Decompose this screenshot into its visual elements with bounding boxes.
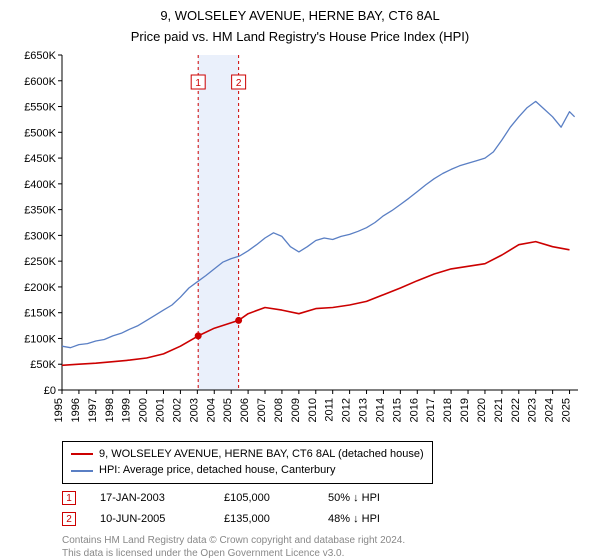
svg-text:£350K: £350K [24, 205, 56, 217]
svg-text:2016: 2016 [408, 398, 420, 422]
event-marker: 1 [62, 491, 76, 505]
svg-text:2017: 2017 [425, 398, 437, 422]
line-chart-svg: 1 2 £0 £50K £100K £150K £200K £250K £300K £350K £4… [12, 50, 588, 435]
svg-text:£50K: £50K [30, 359, 56, 371]
svg-text:2005: 2005 [222, 398, 234, 422]
svg-text:2006: 2006 [239, 398, 251, 422]
event-row: 2 10-JUN-2005 £135,000 48% ↓ HPI [62, 509, 588, 530]
svg-text:2001: 2001 [155, 398, 167, 422]
event-marker: 2 [62, 512, 76, 526]
svg-text:£200K: £200K [24, 282, 56, 294]
event-pct: 50% ↓ HPI [328, 488, 438, 509]
chart-area: 1 2 £0 £50K £100K £150K £200K £250K £300K £350K £4… [12, 50, 588, 435]
event-pct: 48% ↓ HPI [328, 509, 438, 530]
legend-label: HPI: Average price, detached house, Cant… [99, 462, 335, 479]
svg-text:1: 1 [195, 78, 201, 89]
svg-text:£550K: £550K [24, 101, 56, 113]
svg-text:2023: 2023 [527, 398, 539, 422]
chart-title: 9, WOLSELEY AVENUE, HERNE BAY, CT6 8AL [12, 8, 588, 25]
svg-text:2008: 2008 [273, 398, 285, 422]
svg-text:2022: 2022 [510, 398, 522, 422]
svg-text:2013: 2013 [358, 398, 370, 422]
footnote-line2: This data is licensed under the Open Gov… [62, 547, 588, 560]
svg-text:2014: 2014 [374, 398, 386, 422]
event-price: £135,000 [224, 509, 304, 530]
svg-text:2009: 2009 [290, 398, 302, 422]
svg-text:£500K: £500K [24, 127, 56, 139]
svg-text:£250K: £250K [24, 256, 56, 268]
svg-text:£400K: £400K [24, 179, 56, 191]
footnote: Contains HM Land Registry data © Crown c… [62, 534, 588, 560]
svg-text:2011: 2011 [324, 398, 336, 422]
svg-text:£0: £0 [44, 385, 56, 397]
legend-row: HPI: Average price, detached house, Cant… [71, 462, 424, 479]
event-date: 17-JAN-2003 [100, 488, 200, 509]
svg-text:2012: 2012 [341, 398, 353, 422]
svg-text:£600K: £600K [24, 76, 56, 88]
svg-text:2003: 2003 [188, 398, 200, 422]
svg-text:2007: 2007 [256, 398, 268, 422]
svg-text:£300K: £300K [24, 230, 56, 242]
svg-text:1995: 1995 [53, 398, 65, 422]
svg-text:£150K: £150K [24, 308, 56, 320]
svg-text:2002: 2002 [171, 398, 183, 422]
chart-container: 9, WOLSELEY AVENUE, HERNE BAY, CT6 8AL P… [0, 0, 600, 560]
legend-label: 9, WOLSELEY AVENUE, HERNE BAY, CT6 8AL (… [99, 446, 424, 463]
svg-text:2025: 2025 [561, 398, 573, 422]
svg-text:£450K: £450K [24, 153, 56, 165]
legend: 9, WOLSELEY AVENUE, HERNE BAY, CT6 8AL (… [62, 441, 433, 484]
svg-text:1996: 1996 [70, 398, 82, 422]
svg-text:2015: 2015 [391, 398, 403, 422]
legend-swatch [71, 470, 93, 472]
svg-text:1998: 1998 [104, 398, 116, 422]
svg-text:£650K: £650K [24, 50, 56, 62]
svg-text:£100K: £100K [24, 333, 56, 345]
svg-text:2019: 2019 [459, 398, 471, 422]
footnote-line1: Contains HM Land Registry data © Crown c… [62, 534, 588, 547]
svg-text:2020: 2020 [476, 398, 488, 422]
svg-text:1999: 1999 [121, 398, 133, 422]
svg-text:2: 2 [236, 78, 242, 89]
event-price: £105,000 [224, 488, 304, 509]
event-table: 1 17-JAN-2003 £105,000 50% ↓ HPI 2 10-JUN-200… [62, 488, 588, 530]
svg-text:2004: 2004 [205, 398, 217, 422]
svg-text:1997: 1997 [87, 398, 99, 422]
chart-subtitle: Price paid vs. HM Land Registry's House … [12, 29, 588, 44]
event-row: 1 17-JAN-2003 £105,000 50% ↓ HPI [62, 488, 588, 509]
legend-row: 9, WOLSELEY AVENUE, HERNE BAY, CT6 8AL (… [71, 446, 424, 463]
legend-swatch [71, 453, 93, 455]
svg-text:2000: 2000 [138, 398, 150, 422]
svg-text:2018: 2018 [442, 398, 454, 422]
svg-text:2024: 2024 [544, 398, 556, 422]
event-date: 10-JUN-2005 [100, 509, 200, 530]
svg-text:2021: 2021 [493, 398, 505, 422]
svg-text:2010: 2010 [307, 398, 319, 422]
